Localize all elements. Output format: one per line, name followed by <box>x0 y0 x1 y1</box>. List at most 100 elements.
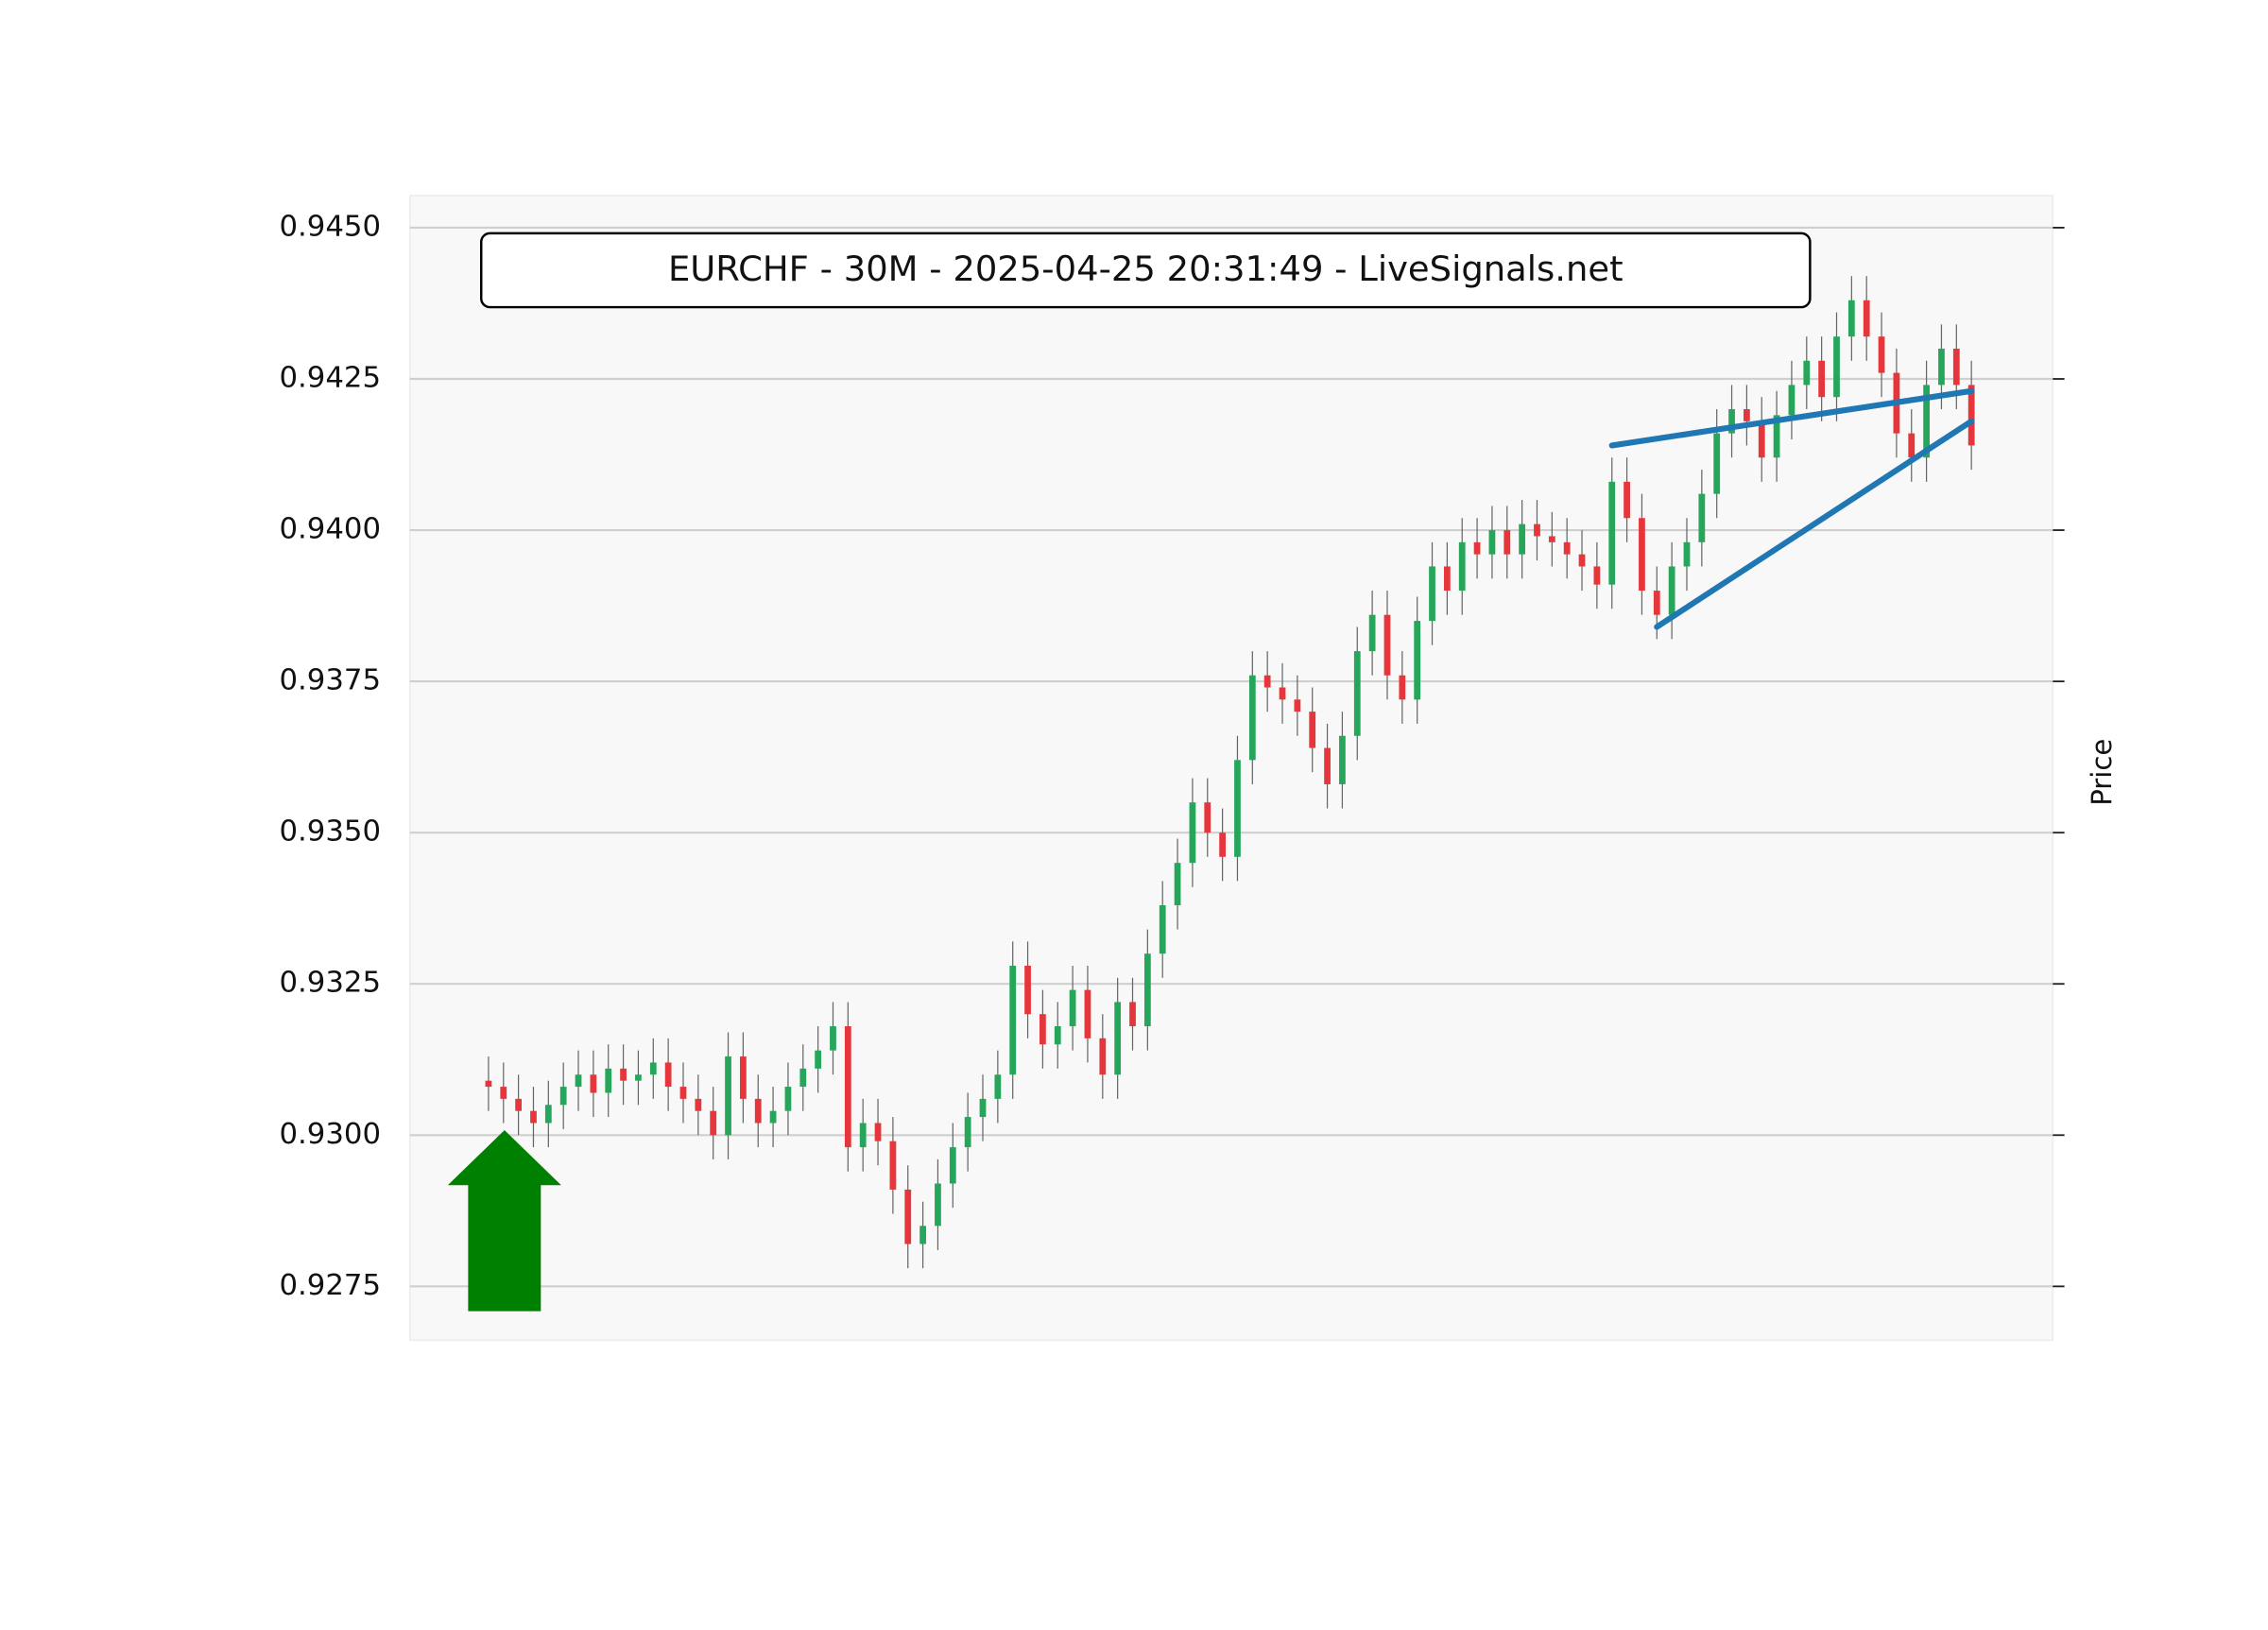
y-tick-label: 0.9275 <box>279 1268 381 1302</box>
candle-body <box>949 1147 956 1184</box>
candle-body <box>1159 905 1166 954</box>
y-tick-label: 0.9375 <box>279 663 381 697</box>
candle-body <box>679 1087 687 1099</box>
candle-body <box>1054 1026 1061 1045</box>
candle-body <box>1593 566 1601 585</box>
candle-body <box>1399 675 1406 700</box>
candle-body <box>1248 675 1256 761</box>
candle-body <box>1429 566 1435 622</box>
candle-body <box>919 1226 926 1244</box>
candle-body <box>740 1056 747 1099</box>
grid: 0.9275 0.9300 0.9325 0.9350 0.9375 0.9400 0.94… <box>279 209 2065 1302</box>
candle-body <box>1578 554 1586 567</box>
candle-body <box>1143 953 1151 1027</box>
candle-body <box>1339 735 1346 784</box>
candle-body <box>844 1026 851 1148</box>
candle-body <box>1683 541 1691 567</box>
candle-body <box>1519 523 1526 555</box>
candle-body <box>530 1110 537 1124</box>
candle-body <box>1639 518 1645 592</box>
candle-body <box>1833 336 1840 398</box>
candle-body <box>1923 385 1930 458</box>
title-box <box>479 232 1812 309</box>
candle-body <box>1847 300 1855 337</box>
candle-body <box>1353 651 1361 736</box>
chart-title: EURCHF - 30M - 2025-04-25 20:31:49 - Liv… <box>668 249 1624 289</box>
candle-body <box>1099 1038 1107 1075</box>
candle-body <box>1744 409 1750 421</box>
candle-body <box>1938 348 1945 386</box>
candle-body <box>994 1074 1002 1099</box>
candle-body <box>1563 541 1571 555</box>
candle-body <box>799 1068 807 1088</box>
candle-body <box>1114 1002 1122 1075</box>
candle-body <box>590 1074 597 1093</box>
candle-body <box>1263 675 1271 688</box>
candle-body <box>1668 566 1675 615</box>
candle-body <box>1653 591 1660 615</box>
candle-body <box>830 1026 836 1051</box>
candle-body <box>1488 530 1496 555</box>
y-tick-label: 0.9350 <box>279 815 381 849</box>
candle-body <box>575 1074 582 1088</box>
candle-body <box>1084 989 1091 1038</box>
candle-body <box>1219 832 1226 857</box>
buy-arrow <box>447 1130 561 1312</box>
candle-body <box>559 1087 567 1106</box>
candle-body <box>605 1068 612 1093</box>
candle-body <box>1234 760 1241 857</box>
candle-body <box>1294 699 1301 712</box>
candle-body <box>1818 360 1826 398</box>
candle-body <box>544 1105 552 1124</box>
candle-body <box>635 1074 642 1081</box>
candle-body <box>1309 712 1316 748</box>
y-tick-label: 0.9450 <box>279 209 381 243</box>
candle-body <box>1608 481 1616 585</box>
candle-body <box>1473 541 1481 555</box>
candle-body <box>500 1087 507 1099</box>
y-tick-label: 0.9300 <box>279 1117 381 1151</box>
candle-body <box>874 1123 882 1141</box>
candle-body <box>1788 385 1796 416</box>
candle-body <box>935 1183 941 1227</box>
candle-body <box>1803 360 1811 386</box>
candle-body <box>1878 336 1885 373</box>
candle-body <box>1279 687 1286 700</box>
candle-body <box>710 1110 717 1136</box>
candle-body <box>1414 621 1421 700</box>
candle-body <box>485 1080 492 1088</box>
candle-body <box>1383 614 1391 676</box>
candle-body <box>664 1062 672 1088</box>
candle-body <box>1758 420 1765 458</box>
candle-body <box>784 1087 792 1111</box>
candle-body <box>1534 523 1540 537</box>
trendline <box>1654 418 1975 630</box>
y-tick-label: 0.9400 <box>279 512 381 546</box>
candle-body <box>649 1062 657 1075</box>
candle-body <box>859 1123 867 1148</box>
y-tick-label: 0.9425 <box>279 361 381 395</box>
candle-body <box>1324 747 1331 784</box>
candle-body <box>1908 433 1916 458</box>
plot-area <box>409 195 2054 1342</box>
candle-body <box>1174 863 1181 906</box>
trendline <box>1608 387 1975 449</box>
candle-body <box>754 1098 762 1124</box>
candle-body <box>769 1110 777 1124</box>
candle-body <box>979 1098 987 1118</box>
candle-body <box>515 1098 523 1111</box>
candle-body <box>1967 385 1975 446</box>
candle-body <box>1952 348 1960 386</box>
y-axis-label: Price <box>2086 739 2118 806</box>
candle-body <box>815 1050 822 1069</box>
candle-body <box>1548 536 1555 542</box>
candle-body <box>904 1189 912 1244</box>
candle-body <box>1713 433 1721 494</box>
candle-body <box>889 1141 897 1190</box>
candle-body <box>1069 989 1076 1027</box>
candle-body <box>1368 614 1376 652</box>
candle-body <box>1024 966 1031 1015</box>
candle-body <box>1458 541 1466 592</box>
